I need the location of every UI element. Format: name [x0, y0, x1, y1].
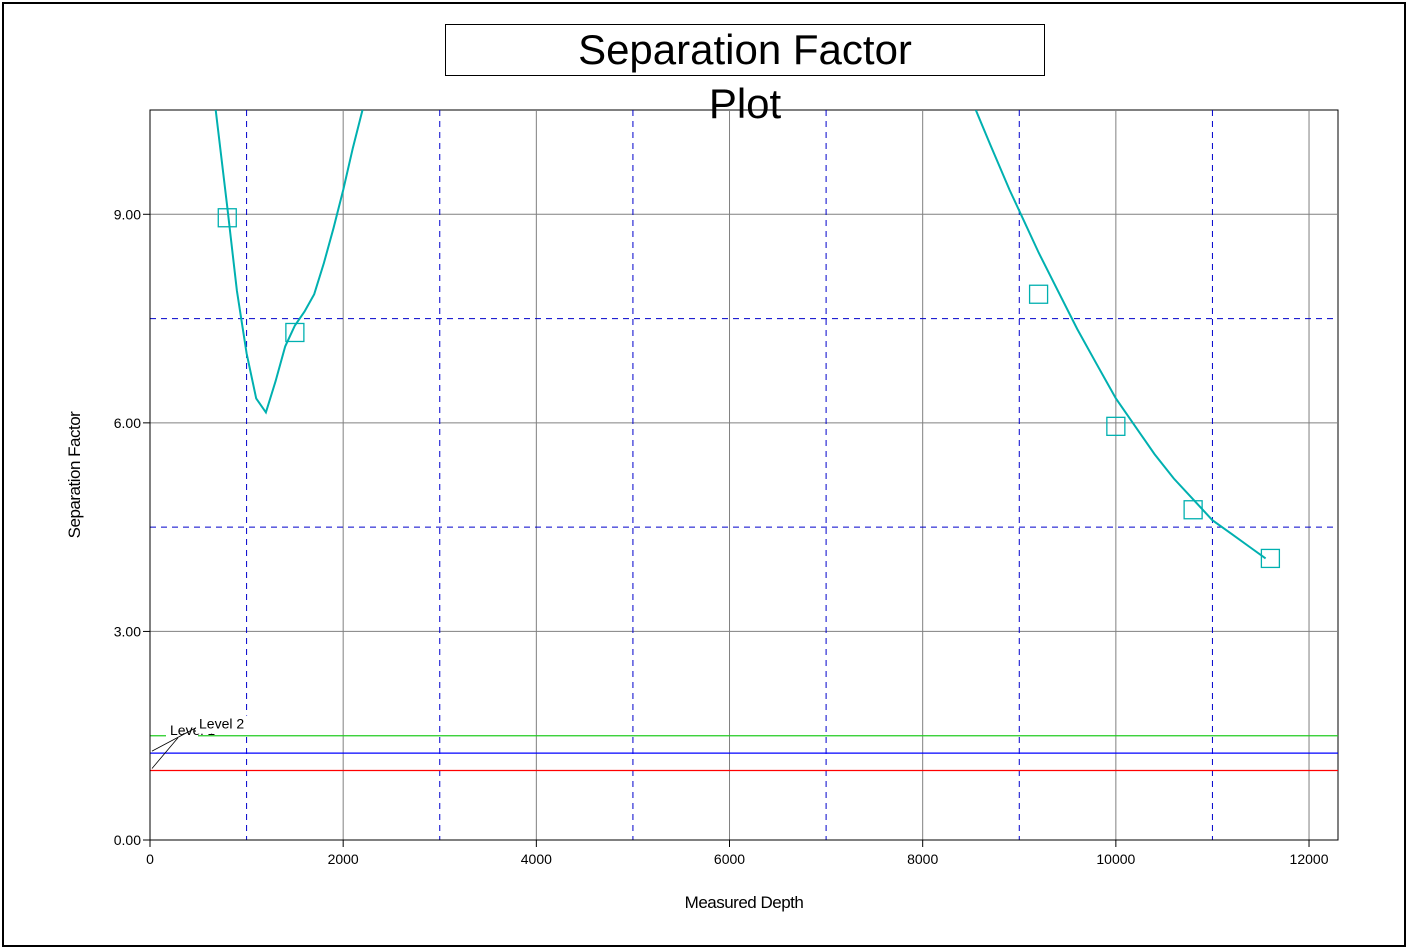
x-tick-label: 12000	[1290, 851, 1329, 867]
x-tick-label: 10000	[1096, 851, 1135, 867]
data-point-marker	[285, 322, 305, 343]
plot-area	[149, 109, 1339, 841]
level-leader-line	[151, 737, 179, 769]
x-axis-title: Measured Depth	[685, 893, 804, 912]
level-label: Level 2	[199, 716, 244, 732]
chart-title-box: Separation Factor Plot	[445, 24, 1045, 125]
x-tick-label: 8000	[907, 851, 938, 867]
series-layer	[214, 110, 1281, 569]
y-tick-label: 0.00	[114, 832, 141, 848]
level-label-bg	[196, 715, 262, 734]
data-point-marker	[1260, 548, 1281, 569]
series-line	[974, 110, 1267, 560]
data-point-marker	[1106, 416, 1126, 436]
axes: 0 2000 4000 6000 8000 10000 12000 0.00 3.00 6.00 9…	[114, 110, 1338, 867]
x-tick-label: 6000	[714, 851, 745, 867]
y-tick-label: 6.00	[114, 415, 141, 431]
x-tick-label: 4000	[521, 851, 552, 867]
y-tick-label: 3.00	[114, 623, 141, 639]
series-line	[214, 110, 364, 415]
y-axis-title: Separation Factor	[65, 411, 84, 538]
data-point-marker	[1183, 500, 1203, 520]
chart-title-continued: Plot	[708, 80, 782, 127]
level-label-bg	[166, 723, 198, 739]
x-tick-label: 2000	[328, 851, 359, 867]
level-leader-line	[151, 727, 197, 752]
y-tick-label: 9.00	[114, 206, 141, 222]
chart-title: Separation Factor	[578, 26, 912, 73]
x-tick-label: 0	[146, 851, 154, 867]
data-point-marker	[1028, 284, 1049, 304]
data-point-marker	[217, 208, 237, 228]
